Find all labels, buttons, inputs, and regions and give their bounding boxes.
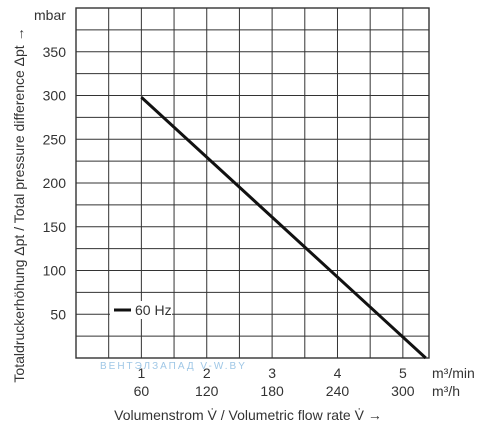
y-tick-label: 150 xyxy=(43,219,67,235)
y-tick-label: 100 xyxy=(43,263,67,279)
x-axis-title: Volumenstrom V̇ / Volumetric flow rate V… xyxy=(114,407,382,423)
x-tick-label-min: 1 xyxy=(137,365,145,381)
x-tick-label-min: 2 xyxy=(203,365,211,381)
y-axis-title: Totaldruckerhöhung Δpt / Total pressure … xyxy=(11,27,27,382)
x-tick-label-h: 60 xyxy=(134,383,150,399)
legend-background xyxy=(110,301,172,319)
x-tick-label-h: 180 xyxy=(260,383,284,399)
legend: 60 Hz xyxy=(110,301,172,319)
y-tick-labels: 50 100 150 200 250 300 350 xyxy=(43,44,67,323)
y-tick-label: 350 xyxy=(43,44,67,60)
watermark-text: ВЕНТЭЛЗАПАД V-W.BY xyxy=(100,361,247,372)
x-tick-label-h: 240 xyxy=(326,383,350,399)
y-tick-label: 250 xyxy=(43,131,67,147)
x-unit-h-label: m³/h xyxy=(432,383,460,399)
y-tick-label: 200 xyxy=(43,175,67,191)
legend-label-60hz: 60 Hz xyxy=(135,302,172,318)
y-unit-label: mbar xyxy=(34,7,66,23)
y-tick-label: 50 xyxy=(50,306,66,322)
y-tick-label: 300 xyxy=(43,88,67,104)
x-tick-label-min: 4 xyxy=(334,365,342,381)
series-layer xyxy=(140,96,427,360)
x-tick-label-min: 3 xyxy=(268,365,276,381)
x-tick-label-h: 300 xyxy=(391,383,415,399)
x-tick-label-h: 120 xyxy=(195,383,219,399)
plot-frame xyxy=(75,7,430,359)
x-unit-min-label: m³/min xyxy=(432,365,475,381)
x-tick-labels: 1 60 2 120 3 180 4 240 5 300 xyxy=(134,365,415,399)
x-tick-label-min: 5 xyxy=(399,365,407,381)
series-line-60-hz xyxy=(140,96,427,360)
